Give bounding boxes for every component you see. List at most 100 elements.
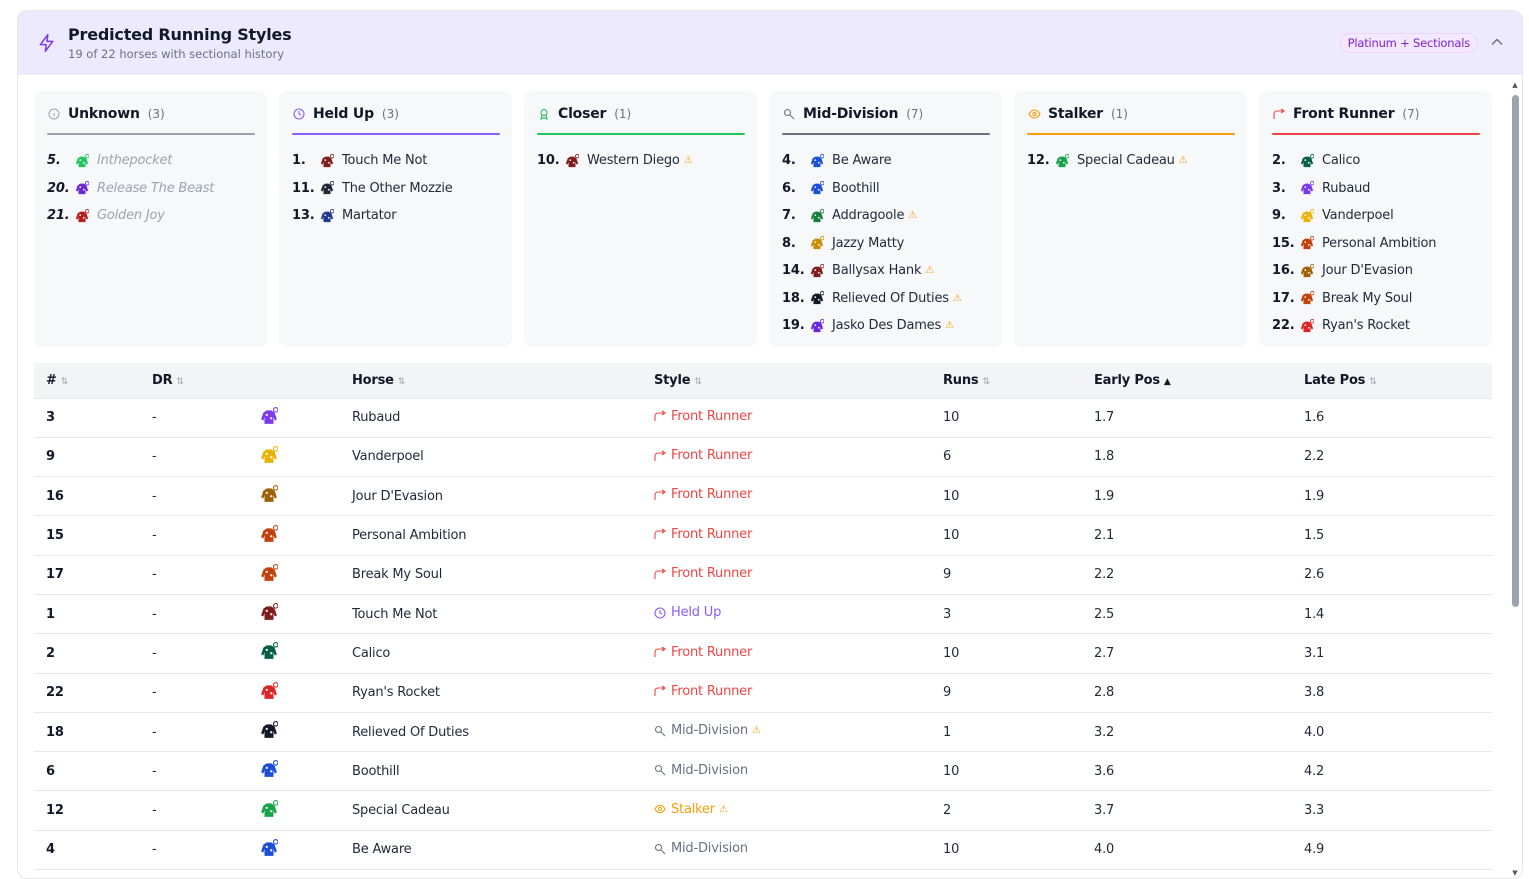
trend-up-icon (654, 489, 666, 501)
style-underline (1272, 133, 1480, 135)
table-row[interactable]: 12 - Special Cadeau Stalker ⚠ 2 3.7 3.3 (34, 790, 1492, 831)
style-horse-item[interactable]: 11. The Other Mozzie (292, 175, 500, 203)
style-horse-item[interactable]: 14. Ballysax Hank ⚠ (782, 257, 990, 285)
cell-runs: 10 (931, 751, 1082, 792)
tier-badge: Platinum + Sectionals (1339, 33, 1478, 53)
style-horse-item[interactable]: 1. Touch Me Not (292, 147, 500, 175)
style-horse-item[interactable]: 16. Jour D'Evasion (1272, 257, 1480, 285)
scrollbar[interactable]: ▲ ▼ (1510, 81, 1520, 878)
horse-number: 19. (782, 318, 805, 334)
warning-icon: ⚠ (945, 320, 954, 332)
cell-early-pos: 2.1 (1082, 515, 1292, 556)
cell-late-pos: 3.3 (1292, 790, 1492, 831)
table-row[interactable]: 4 - Be Aware Mid-Division 10 4.0 4.9 (34, 830, 1492, 871)
table-row[interactable]: 17 - Break My Soul Front Runner 9 2.2 2.… (34, 555, 1492, 595)
style-horse-item[interactable]: 10. Western Diego ⚠ (537, 147, 745, 175)
style-column-stalker: Stalker (1) 12. Special Cadeau ⚠ (1014, 91, 1247, 347)
horse-number: 3. (1272, 180, 1286, 196)
scroll-up-arrow-icon[interactable]: ▲ (1512, 81, 1518, 89)
style-column-header: Front Runner (7) (1272, 103, 1480, 125)
style-horse-item[interactable]: 21. Golden Joy (47, 202, 255, 230)
panel-header[interactable]: Predicted Running Styles 19 of 22 horses… (18, 11, 1522, 75)
cell-dr: - (140, 712, 246, 753)
cell-silk (246, 398, 340, 438)
style-count: (7) (906, 107, 924, 121)
cell-silk (246, 476, 340, 517)
cell-early-pos: 3.7 (1082, 790, 1292, 831)
style-horse-item[interactable]: 2. Calico (1272, 147, 1480, 175)
cell-runs: 9 (931, 673, 1082, 713)
jockey-silk-icon (1300, 208, 1315, 223)
horse-name: Ryan's Rocket (1322, 318, 1410, 334)
table-row[interactable]: 2 - Calico Front Runner 10 2.7 3.1 (34, 633, 1492, 674)
style-columns: Unknown (3) 5. Inthepocket 20. Release T… (34, 91, 1492, 347)
style-count: (3) (147, 107, 165, 121)
style-underline (1027, 133, 1235, 135)
style-horse-item[interactable]: 15. Personal Ambition (1272, 230, 1480, 258)
cell-late-pos: 1.6 (1292, 398, 1492, 438)
jockey-silk-icon (1300, 318, 1315, 333)
cell-number: 6 (34, 751, 140, 792)
cell-horse: Ryan's Rocket (340, 673, 642, 713)
table-row[interactable]: 18 - Relieved Of Duties Mid-Division ⚠ 1… (34, 712, 1492, 753)
cell-horse: Vanderpoel (340, 437, 642, 478)
cell-late-pos: 2.6 (1292, 555, 1492, 595)
style-horse-item[interactable]: 3. Rubaud (1272, 175, 1480, 203)
panel-title: Predicted Running Styles (68, 25, 292, 44)
cell-number: 16 (34, 476, 140, 517)
table-row[interactable]: 9 - Vanderpoel Front Runner 6 1.8 2.2 (34, 437, 1492, 478)
table-row[interactable]: 16 - Jour D'Evasion Front Runner 10 1.9 … (34, 476, 1492, 517)
jockey-silk-icon (565, 153, 580, 168)
sort-icon: ⇅ (1369, 376, 1377, 387)
table-row[interactable]: 22 - Ryan's Rocket Front Runner 9 2.8 3.… (34, 673, 1492, 713)
col-header-late-pos[interactable]: Late Pos ⇅ (1292, 363, 1492, 399)
cell-silk (246, 633, 340, 674)
sort-icon: ⇅ (694, 376, 702, 387)
chevron-up-icon[interactable] (1490, 34, 1504, 48)
style-horse-item[interactable]: 9. Vanderpoel (1272, 202, 1480, 230)
style-horse-item[interactable]: 4. Be Aware (782, 147, 990, 175)
style-horse-item[interactable]: 18. Relieved Of Duties ⚠ (782, 285, 990, 313)
style-name: Unknown (68, 106, 140, 122)
jockey-silk-icon (260, 799, 279, 822)
cell-runs: 10 (931, 633, 1082, 674)
horse-number: 7. (782, 208, 796, 224)
col-header-runs[interactable]: Runs ⇅ (931, 363, 1082, 399)
col-header-dr[interactable]: DR ⇅ (140, 363, 246, 399)
table-row[interactable]: 6 - Boothill Mid-Division 10 3.6 4.2 (34, 751, 1492, 792)
col-header-style[interactable]: Style ⇅ (642, 363, 931, 399)
col-header-horse[interactable]: Horse ⇅ (340, 363, 642, 399)
sort-icon: ⇅ (397, 376, 406, 387)
cell-early-pos: 1.7 (1082, 398, 1292, 438)
clock-icon (292, 107, 306, 121)
style-horse-item[interactable]: 12. Special Cadeau ⚠ (1027, 147, 1235, 175)
style-horse-item[interactable]: 22. Ryan's Rocket (1272, 312, 1480, 340)
award-icon (537, 107, 551, 121)
style-horse-item[interactable]: 5. Inthepocket (47, 147, 255, 175)
table-row[interactable]: 15 - Personal Ambition Front Runner 10 2… (34, 515, 1492, 556)
warning-icon: ⚠ (908, 210, 918, 222)
jockey-silk-icon (260, 838, 279, 861)
style-horse-item[interactable]: 13. Martator (292, 202, 500, 230)
style-name: Held Up (313, 106, 374, 122)
jockey-silk-icon (75, 181, 90, 195)
jockey-silk-icon (260, 603, 279, 625)
cell-dr: - (140, 515, 246, 556)
cell-dr: - (140, 633, 246, 674)
horse-name: Touch Me Not (342, 153, 428, 169)
style-underline (537, 133, 745, 135)
table-row[interactable]: 1 - Touch Me Not Held Up 3 2.5 1.4 (34, 594, 1492, 635)
scrollbar-thumb[interactable] (1512, 95, 1519, 607)
style-horse-item[interactable]: 6. Boothill (782, 175, 990, 203)
cell-runs: 10 (931, 830, 1082, 871)
scroll-down-arrow-icon[interactable]: ▼ (1512, 869, 1518, 877)
style-horse-item[interactable]: 7. Addragoole ⚠ (782, 202, 990, 230)
style-horse-item[interactable]: 19. Jasko Des Dames ⚠ (782, 312, 990, 340)
horse-name: Ballysax Hank (832, 263, 922, 279)
style-horse-item[interactable]: 17. Break My Soul (1272, 285, 1480, 313)
style-horse-item[interactable]: 20. Release The Beast (47, 175, 255, 203)
col-header-early-pos[interactable]: Early Pos ▲ (1082, 363, 1292, 399)
table-row[interactable]: 3 - Rubaud Front Runner 10 1.7 1.6 (34, 398, 1492, 438)
style-horse-item[interactable]: 8. Jazzy Matty (782, 230, 990, 258)
col-header-number[interactable]: # ⇅ (34, 363, 140, 399)
